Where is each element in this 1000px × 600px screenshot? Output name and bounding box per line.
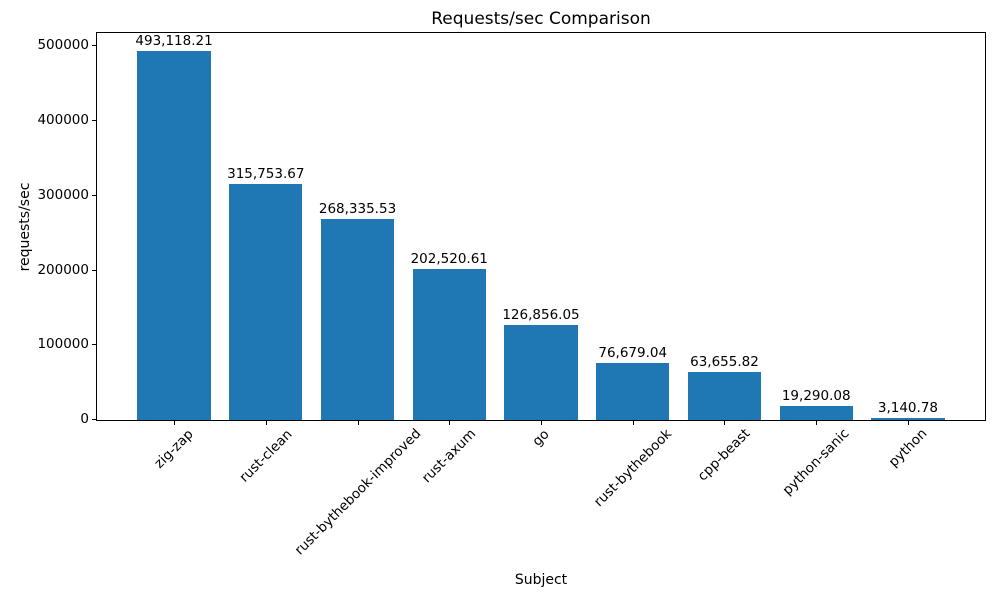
y-tick-mark: [92, 45, 96, 47]
bar-value-label: 63,655.82: [690, 354, 759, 371]
bar-value-label: 268,335.53: [318, 201, 397, 218]
x-tick-label: rust-bythebook: [590, 426, 675, 511]
bar-cpp-beast: [687, 372, 762, 420]
bar-python-sanic: [779, 405, 853, 420]
x-tick-mark: [174, 421, 176, 425]
y-tick-mark: [92, 419, 96, 420]
x-tick-mark: [265, 421, 267, 425]
x-tick-mark: [816, 421, 818, 425]
x-tick-label: go: [529, 426, 553, 450]
x-tick-mark: [907, 421, 909, 425]
y-tick-label: 100000: [37, 336, 89, 353]
x-tick-label: rust-clean: [236, 426, 296, 486]
y-tick-label: 400000: [37, 112, 89, 129]
bar-rust-clean: [229, 184, 303, 420]
bar-value-label: 202,520.61: [410, 250, 488, 267]
x-tick-mark: [632, 421, 634, 425]
x-tick-mark: [724, 421, 726, 425]
bar-value-label: 493,118.21: [135, 33, 213, 50]
y-tick-label: 300000: [37, 186, 89, 203]
x-tick-mark: [357, 421, 359, 425]
y-tick-mark: [92, 120, 96, 122]
plot-area: 493,118.21 315,753.67 268,335.53 202,520.61…: [96, 32, 986, 421]
y-tick-mark: [92, 194, 96, 196]
x-tick-mark: [541, 421, 542, 425]
y-tick-mark: [92, 269, 96, 271]
y-tick-label: 0: [80, 411, 89, 427]
x-tick-label: python: [885, 425, 931, 471]
x-axis-label: Subject: [514, 572, 568, 588]
bar-rust-axum: [412, 268, 486, 420]
x-tick-label: python-sanic: [779, 425, 853, 499]
x-tick-label: cpp-beast: [695, 426, 754, 485]
bar-value-label: 76,679.04: [598, 344, 668, 361]
y-tick-mark: [92, 344, 96, 346]
x-tick-label: rust-bythebook-improved: [291, 426, 424, 559]
bar-value-label: 315,753.67: [227, 166, 305, 182]
x-tick-label: rust-axum: [419, 425, 480, 487]
y-tick-label: 500000: [37, 37, 89, 54]
x-tick-label: zig-zap: [151, 425, 197, 472]
bar-python: [871, 417, 945, 420]
bar-go: [504, 325, 578, 420]
bar-value-label: 3,140.78: [877, 399, 938, 416]
bar-rust-bythebook-improved: [320, 219, 395, 420]
bar-rust-bythebook: [596, 362, 670, 420]
bar-zig-zap: [137, 51, 211, 420]
x-tick-mark: [449, 421, 451, 425]
bar-value-label: 126,856.05: [502, 307, 580, 324]
y-tick-label: 200000: [37, 261, 89, 278]
bar-value-label: 19,290.08: [781, 387, 851, 404]
chart-title: Requests/sec Comparison: [431, 9, 651, 29]
